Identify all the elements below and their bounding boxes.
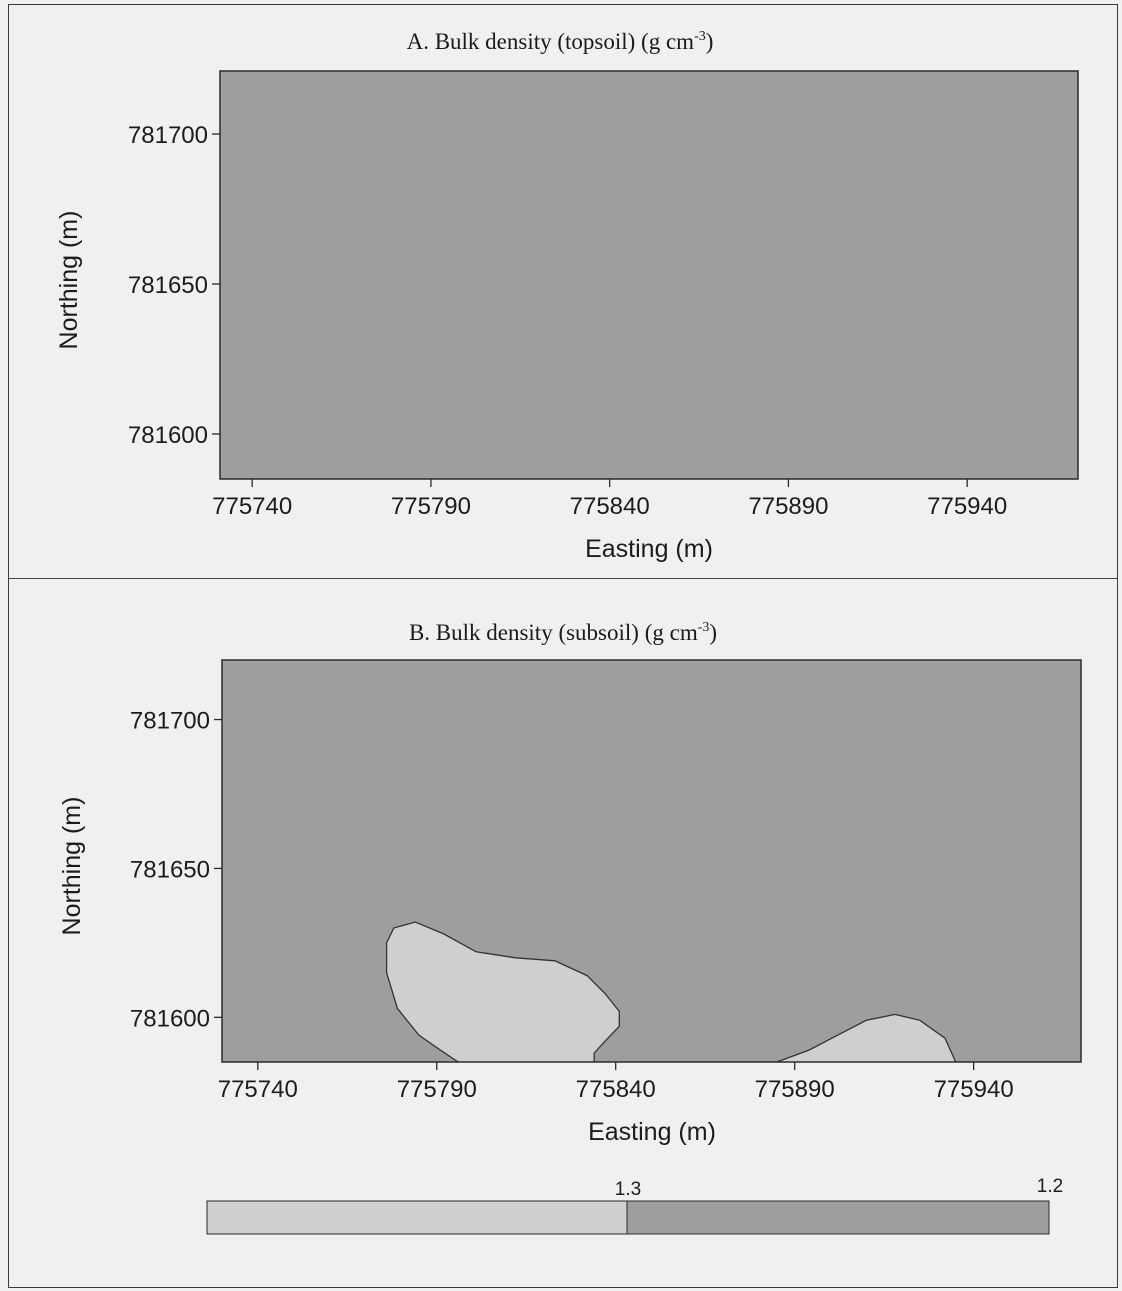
panel-a-y-axis-label: Northing (m) [55, 211, 83, 350]
legend-label-1-3: 1.3 [615, 1179, 641, 1200]
panel-b-contour-1 [385, 921, 620, 1063]
panel-b-x-axis: 775740 775790 775840 775890 775940 [218, 1062, 1014, 1103]
panel-a-x-axis-label: Easting (m) [585, 535, 713, 563]
y-tick-label: 781600 [130, 1005, 210, 1032]
x-tick-label: 775740 [212, 493, 292, 520]
legend-label-1-2: 1.2 [1037, 1176, 1063, 1197]
panel-divider [8, 578, 1118, 579]
legend-swatch-1-2 [626, 1200, 1050, 1235]
panel-b-plot-border [221, 659, 1082, 1063]
panel-a-title-suffix: ) [706, 29, 714, 54]
panel-b-title-main: B. Bulk density (subsoil) (g cm [409, 620, 698, 645]
y-tick-label: 781600 [128, 422, 208, 449]
panel-b-title-suffix: ) [709, 620, 717, 645]
x-tick-label: 775840 [576, 1076, 656, 1103]
x-tick-label: 775890 [755, 1076, 835, 1103]
x-tick-label: 775790 [397, 1076, 477, 1103]
panel-b-region-1 [386, 922, 620, 1062]
panel-a-plot-area [220, 71, 1078, 479]
panel-a-x-axis: 775740 775790 775840 775890 775940 [212, 479, 1007, 520]
panel-b-region-2 [776, 1014, 956, 1062]
panel-b-y-axis: 781700 781650 781600 [130, 708, 222, 1032]
panel-a-plot-border [219, 70, 1079, 480]
panel-b-title-superscript: -3 [698, 620, 710, 635]
x-tick-label: 775940 [927, 493, 1007, 520]
y-tick-label: 781650 [130, 856, 210, 883]
legend-swatch-1-3 [206, 1200, 628, 1235]
panel-a-y-axis: 781700 781650 781600 [128, 122, 220, 449]
panel-b-y-axis-label: Northing (m) [58, 797, 86, 936]
legend: 1.3 1.2 [206, 1176, 1063, 1235]
panel-b-contour-2 [776, 1013, 957, 1063]
y-tick-label: 781700 [128, 122, 208, 149]
panel-b-regions [385, 921, 957, 1063]
x-tick-label: 775740 [218, 1076, 298, 1103]
panel-b-x-axis-label: Easting (m) [588, 1118, 716, 1146]
x-tick-label: 775940 [934, 1076, 1014, 1103]
x-tick-label: 775790 [391, 493, 471, 520]
panel-b-subsoil: B. Bulk density (subsoil) (g cm-3) 77574… [58, 620, 1082, 1146]
panel-b-plot-area [222, 660, 1081, 1062]
panel-a-title-main: A. Bulk density (topsoil) (g cm [407, 29, 695, 54]
panel-b-title: B. Bulk density (subsoil) (g cm-3) [409, 620, 717, 645]
y-tick-label: 781700 [130, 708, 210, 735]
x-tick-label: 775840 [570, 493, 650, 520]
panel-a-title-superscript: -3 [694, 29, 706, 44]
panel-a-topsoil: A. Bulk density (topsoil) (g cm-3) 77574… [55, 29, 1079, 563]
x-tick-label: 775890 [748, 493, 828, 520]
y-tick-label: 781650 [128, 272, 208, 299]
panel-a-title: A. Bulk density (topsoil) (g cm-3) [407, 29, 714, 54]
